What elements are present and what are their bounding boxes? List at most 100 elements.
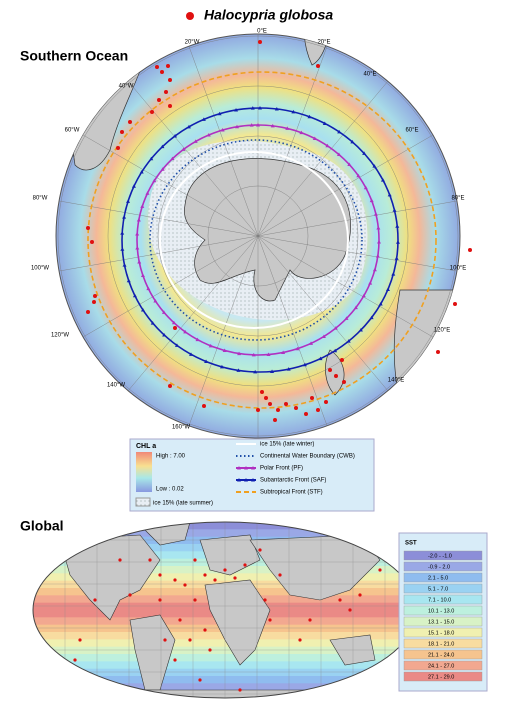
front-marker [307,114,312,119]
occurrence-dot [258,40,262,44]
front-marker [333,326,338,330]
longitude-label: 140°W [107,383,125,389]
occurrence-dot [116,146,120,150]
front-marker [362,151,367,155]
front-marker [375,254,380,258]
meridian [82,134,259,237]
sst-label: 15.1 - 18.0 [428,630,454,636]
sst-swatch [403,638,483,649]
sst-label: 5.1 - 7.0 [428,586,448,592]
sst-label: 2.1 - 5.0 [428,575,448,581]
occurrence-dot [168,384,172,388]
meridian [59,235,259,272]
occurrence-dot [93,598,97,602]
legend-label: Polar Front (PF) [260,466,303,472]
sst-title: SST [405,541,417,547]
occurrence-dot [118,558,122,562]
front-marker [376,240,381,244]
front-marker [372,164,377,168]
front-marker [392,208,397,212]
chl-title: CHL a [136,443,156,450]
front-marker [135,231,140,236]
occurrence-dot [294,406,298,410]
front-marker [131,184,136,188]
front-marker [295,346,300,351]
front-marker [376,225,381,230]
front-marker [153,298,158,303]
occurrence-dot [168,104,172,108]
front-marker [139,170,144,174]
front-marker [237,351,242,356]
occurrence-dot [193,598,197,602]
occurrence-dot [188,638,192,642]
front-marker [281,350,286,354]
front-marker [189,352,193,356]
front-marker [206,132,211,137]
front-marker [234,124,239,129]
front-marker [353,305,358,310]
front-marker [286,367,291,371]
meridian [257,235,434,338]
front-marker [274,106,279,111]
occurrence-dot [163,638,167,642]
occurrence-dot [208,648,212,652]
occurrence-dot [158,573,162,577]
sst-swatch [403,572,483,583]
front-marker [137,259,142,264]
sst-swatch [403,660,483,671]
front-marker [299,130,304,135]
longitude-label: 60°W [65,128,80,134]
occurrence-dot [86,310,90,314]
legend-label: Subantarctic Front (SAF) [260,478,326,484]
front-marker [150,321,155,325]
longitude-label: 140°E [388,378,404,384]
longitude-label: 20°W [185,40,200,46]
sst-label: 7.1 - 10.0 [428,597,451,603]
occurrence-dot [78,638,82,642]
front-marker [291,109,296,114]
front-marker [140,273,145,278]
front-marker [385,287,390,291]
legend-marker [251,478,255,482]
front-marker [266,352,271,357]
occurrence-dot [157,98,161,102]
occurrence-dot [278,573,282,577]
occurrence-dot [340,358,344,362]
front-line [159,151,349,329]
front-marker [183,329,188,334]
sst-swatch [403,561,483,572]
sst-label: -2.0 - -1.0 [428,553,452,559]
front-marker [249,123,254,127]
occurrence-dot [213,578,217,582]
front-marker [251,352,256,357]
polar-content [57,34,460,438]
occurrence-dot [203,628,207,632]
front-marker [387,192,392,197]
occurrence-dot [263,598,267,602]
occurrence-dot [150,110,154,114]
front-marker [236,368,241,372]
longitude-label: 80°W [33,196,48,202]
ice-summer-label: ice 15% (late summer) [153,501,213,507]
occurrence-dot [358,593,362,597]
occurrence-dot [164,90,168,94]
legend-label: Subtropical Front (STF) [260,490,323,496]
occurrence-dot [183,583,187,587]
meridian [188,235,259,426]
legend-dot [186,12,194,20]
legend-marker [251,466,255,470]
occurrence-dot [316,408,320,412]
front-marker [208,343,213,348]
occurrence-dot [310,396,314,400]
occurrence-dot [298,638,302,642]
occurrence-dot [173,326,177,330]
front-marker [369,315,374,320]
front-marker [193,139,198,143]
meridian [257,235,457,272]
front-marker [302,362,307,367]
front-marker [140,204,145,208]
front-marker [378,301,383,306]
occurrence-dot [166,64,170,68]
front-marker [201,117,206,121]
front-marker [160,144,165,149]
